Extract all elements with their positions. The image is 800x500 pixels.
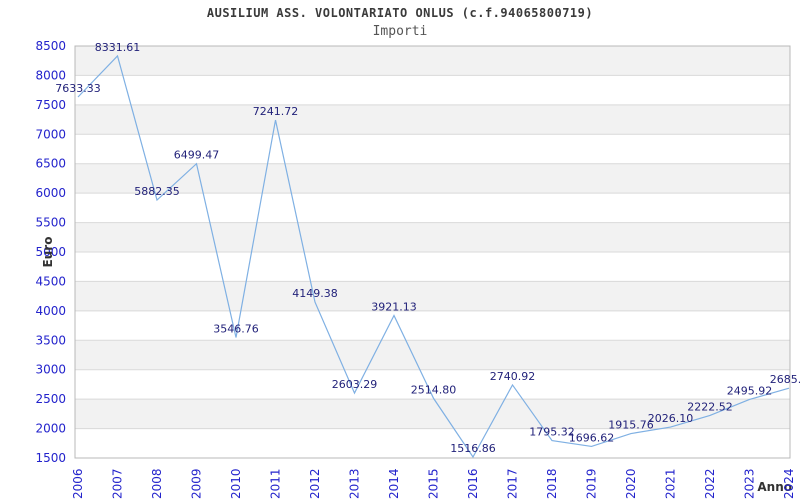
y-tick-label: 3000: [35, 363, 66, 377]
point-value-label: 1696.62: [569, 431, 615, 444]
point-value-label: 7633.33: [55, 82, 101, 95]
point-value-label: 7241.72: [253, 105, 299, 118]
point-value-label: 6499.47: [174, 149, 220, 162]
plot-band: [75, 46, 790, 76]
x-tick-label: 2024: [782, 468, 796, 499]
x-tick-label: 2008: [150, 468, 164, 499]
chart-subtitle: Importi: [372, 24, 428, 39]
y-tick-label: 2000: [35, 422, 66, 436]
plot-band: [75, 104, 790, 135]
plot-band: [75, 340, 790, 370]
point-value-label: 2026.10: [648, 412, 694, 425]
point-value-label: 3921.13: [371, 300, 417, 313]
y-tick-label: 4500: [35, 274, 66, 288]
x-tick-label: 2022: [703, 468, 717, 499]
y-axis-title: Euro: [41, 237, 55, 268]
point-value-label: 2514.80: [411, 383, 457, 396]
y-tick-label: 5500: [35, 216, 66, 230]
x-tick-label: 2012: [308, 468, 322, 499]
plot-band: [75, 399, 790, 429]
point-value-label: 2603.29: [332, 378, 378, 391]
x-tick-label: 2013: [348, 468, 362, 499]
x-tick-label: 2009: [190, 468, 204, 499]
y-tick-label: 8500: [35, 39, 66, 53]
x-tick-label: 2016: [466, 468, 480, 499]
data-line: [77, 54, 790, 459]
point-value-label: 2685.4: [770, 373, 800, 386]
chart-title: AUSILIUM ASS. VOLONTARIATO ONLUS (c.f.94…: [206, 6, 594, 20]
x-axis-title: Anno: [757, 480, 792, 494]
point-value-label: 2222.52: [687, 400, 733, 413]
x-tick-label: 2020: [624, 468, 638, 499]
plot-band: [75, 222, 790, 252]
y-tick-label: 4000: [35, 304, 66, 318]
point-value-label: 1795.32: [529, 426, 575, 439]
y-tick-label: 3500: [35, 333, 66, 347]
x-tick-label: 2018: [545, 468, 559, 499]
point-value-label: 2495.92: [727, 384, 773, 397]
point-value-label: 4149.38: [292, 287, 338, 300]
point-value-label: 8331.61: [95, 41, 141, 54]
y-tick-label: 5000: [35, 245, 66, 259]
plot-band: [75, 281, 790, 311]
x-tick-label: 2011: [269, 468, 283, 499]
y-tick-label: 7500: [35, 98, 66, 112]
x-tick-label: 2007: [111, 468, 125, 499]
x-tick-label: 2014: [387, 468, 401, 499]
y-tick-label: 6000: [35, 186, 66, 200]
point-value-label: 1915.76: [608, 419, 654, 432]
y-tick-label: 6500: [35, 157, 66, 171]
y-tick-label: 1500: [35, 451, 66, 465]
x-tick-label: 2010: [229, 468, 243, 499]
point-value-label: 2740.92: [490, 370, 536, 383]
y-tick-label: 2500: [35, 392, 66, 406]
point-value-label: 5882.35: [134, 185, 180, 198]
x-tick-label: 2019: [585, 468, 599, 499]
x-tick-label: 2021: [664, 468, 678, 499]
point-value-label: 1516.86: [450, 442, 496, 455]
x-tick-label: 2023: [743, 468, 757, 499]
y-tick-label: 8000: [35, 68, 66, 82]
y-tick-label: 7000: [35, 127, 66, 141]
point-value-label: 3546.76: [213, 323, 259, 336]
x-tick-label: 2017: [506, 468, 520, 499]
x-tick-label: 2015: [427, 468, 441, 499]
plot-border: [74, 45, 791, 459]
x-tick-label: 2006: [71, 468, 85, 499]
plot-band: [75, 163, 790, 194]
